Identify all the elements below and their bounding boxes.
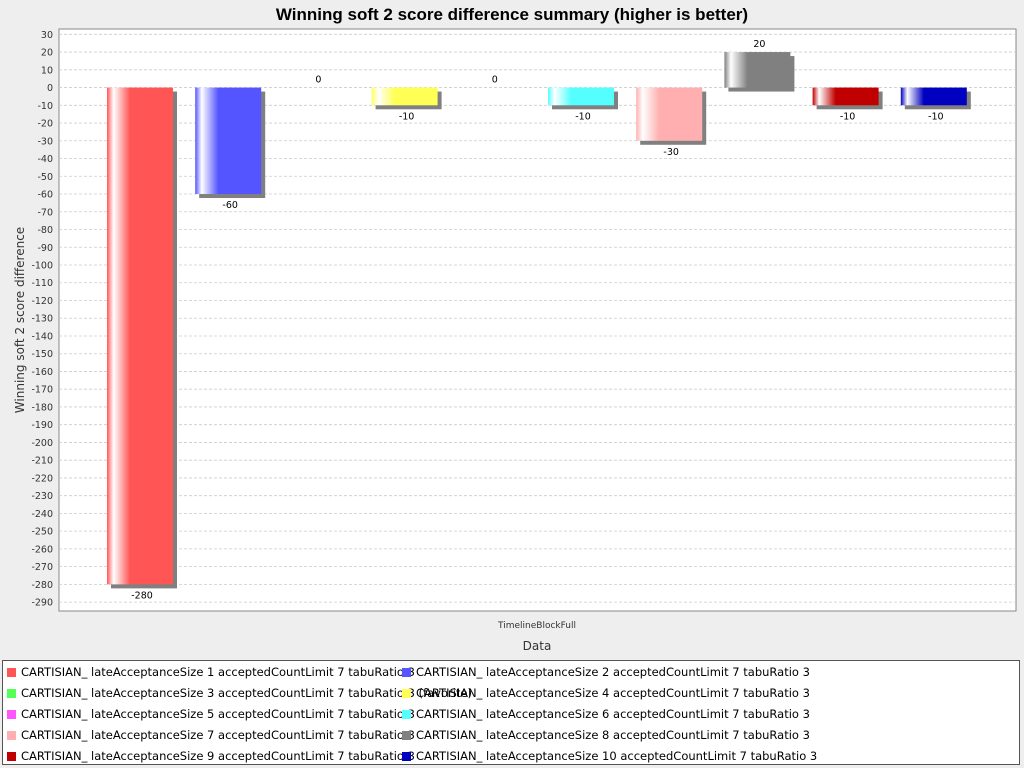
bar	[636, 87, 703, 141]
y-tick-label: -20	[37, 119, 53, 130]
data-label: -30	[663, 147, 679, 158]
data-label: 0	[315, 75, 321, 86]
legend-swatch	[402, 688, 411, 698]
y-tick-label: -110	[31, 278, 53, 289]
y-tick-label: -240	[31, 509, 53, 520]
bar	[371, 87, 438, 106]
legend-item: CARTISIAN_ lateAcceptanceSize 8 accepted…	[402, 726, 810, 744]
data-label: -280	[131, 590, 153, 601]
chart-title: Winning soft 2 score difference summary …	[276, 5, 748, 24]
y-tick-label: 10	[41, 65, 53, 76]
y-tick-label: -50	[37, 172, 53, 183]
legend-label: CARTISIAN_ lateAcceptanceSize 4 accepted…	[416, 686, 810, 700]
y-tick-label: -130	[31, 314, 53, 325]
y-tick-label: -220	[31, 473, 53, 484]
y-tick-label: -280	[31, 580, 53, 591]
bar	[195, 87, 262, 195]
x-axis-label: Data	[523, 639, 552, 653]
y-tick-label: -150	[31, 349, 53, 360]
legend-swatch	[7, 709, 16, 719]
y-tick-label: -40	[37, 154, 53, 165]
bar	[107, 87, 173, 585]
y-tick-label: -60	[37, 190, 53, 201]
data-label: -10	[840, 111, 856, 122]
legend-item: CARTISIAN_ lateAcceptanceSize 3 accepted…	[7, 684, 472, 702]
legend: CARTISIAN_ lateAcceptanceSize 1 accepted…	[2, 660, 1020, 765]
data-label: 0	[492, 75, 498, 86]
y-tick-label: -210	[31, 456, 53, 467]
y-tick-label: -80	[37, 225, 53, 236]
y-tick-label: -170	[31, 385, 53, 396]
y-tick-label: -100	[31, 260, 53, 271]
y-tick-label: -260	[31, 544, 53, 555]
legend-label: CARTISIAN_ lateAcceptanceSize 2 accepted…	[416, 665, 810, 679]
data-label: 20	[753, 39, 765, 50]
legend-swatch	[7, 688, 16, 698]
bar	[724, 52, 791, 88]
legend-swatch	[7, 751, 16, 761]
y-tick-label: -70	[37, 207, 53, 218]
legend-item: CARTISIAN_ lateAcceptanceSize 9 accepted…	[7, 747, 415, 765]
legend-label: CARTISIAN_ lateAcceptanceSize 5 accepted…	[21, 707, 415, 721]
legend-swatch	[402, 751, 411, 761]
legend-swatch	[7, 667, 16, 677]
y-tick-label: -250	[31, 527, 53, 538]
y-tick-label: -290	[31, 598, 53, 609]
legend-label: CARTISIAN_ lateAcceptanceSize 8 accepted…	[416, 728, 810, 742]
legend-label: CARTISIAN_ lateAcceptanceSize 10 accepte…	[416, 749, 818, 763]
bar	[548, 87, 614, 106]
legend-swatch	[402, 730, 411, 740]
data-label: -10	[928, 111, 944, 122]
y-tick-label: -30	[37, 136, 53, 147]
data-label: -10	[399, 111, 415, 122]
legend-label: CARTISIAN_ lateAcceptanceSize 1 accepted…	[21, 665, 415, 679]
legend-label: CARTISIAN_ lateAcceptanceSize 6 accepted…	[416, 707, 810, 721]
bars	[107, 52, 971, 589]
legend-item: CARTISIAN_ lateAcceptanceSize 2 accepted…	[402, 663, 810, 681]
x-tick-label: TimelineBlockFull	[497, 621, 576, 631]
y-tick-label: -180	[31, 402, 53, 413]
bar	[812, 87, 879, 106]
legend-label: CARTISIAN_ lateAcceptanceSize 9 accepted…	[21, 749, 415, 763]
y-axis-label: Winning soft 2 score difference	[13, 227, 27, 413]
chart-area: Winning soft 2 score difference summary …	[13, 5, 1017, 653]
legend-item: CARTISIAN_ lateAcceptanceSize 5 accepted…	[7, 705, 415, 723]
legend-item: CARTISIAN_ lateAcceptanceSize 4 accepted…	[402, 684, 810, 702]
y-tick-label: -200	[31, 438, 53, 449]
legend-swatch	[402, 667, 411, 677]
y-tick-label: -90	[37, 243, 53, 254]
data-label: -60	[222, 200, 238, 211]
bar	[900, 87, 967, 106]
legend-item: CARTISIAN_ lateAcceptanceSize 10 accepte…	[402, 747, 817, 765]
legend-item: CARTISIAN_ lateAcceptanceSize 6 accepted…	[402, 705, 810, 723]
legend-item: CARTISIAN_ lateAcceptanceSize 1 accepted…	[7, 663, 415, 681]
y-tick-label: -230	[31, 491, 53, 502]
data-labels: -280 -60 0 -10 0 -10 -30 20 -10 -10	[131, 39, 943, 601]
legend-label: CARTISIAN_ lateAcceptanceSize 7 accepted…	[21, 728, 415, 742]
y-tick-label: -120	[31, 296, 53, 307]
y-tick-label: -160	[31, 367, 53, 378]
y-tick-label: 30	[41, 30, 53, 41]
legend-swatch	[7, 730, 16, 740]
y-tick-label: -190	[31, 420, 53, 431]
y-tick-label: -270	[31, 562, 53, 573]
data-label: -10	[575, 111, 591, 122]
y-tick-label: 20	[41, 48, 53, 59]
y-tick-label: -10	[37, 101, 53, 112]
y-tick-label: 0	[47, 83, 53, 94]
y-axis-ticks: 30 20 10 0 -10 -20 -30 -40 -50 -60 -70 -80 -90 -100 -1…	[31, 30, 53, 609]
legend-label: CARTISIAN_ lateAcceptanceSize 3 accepted…	[21, 686, 472, 700]
legend-item: CARTISIAN_ lateAcceptanceSize 7 accepted…	[7, 726, 415, 744]
y-tick-label: -140	[31, 331, 53, 342]
legend-swatch	[402, 709, 411, 719]
